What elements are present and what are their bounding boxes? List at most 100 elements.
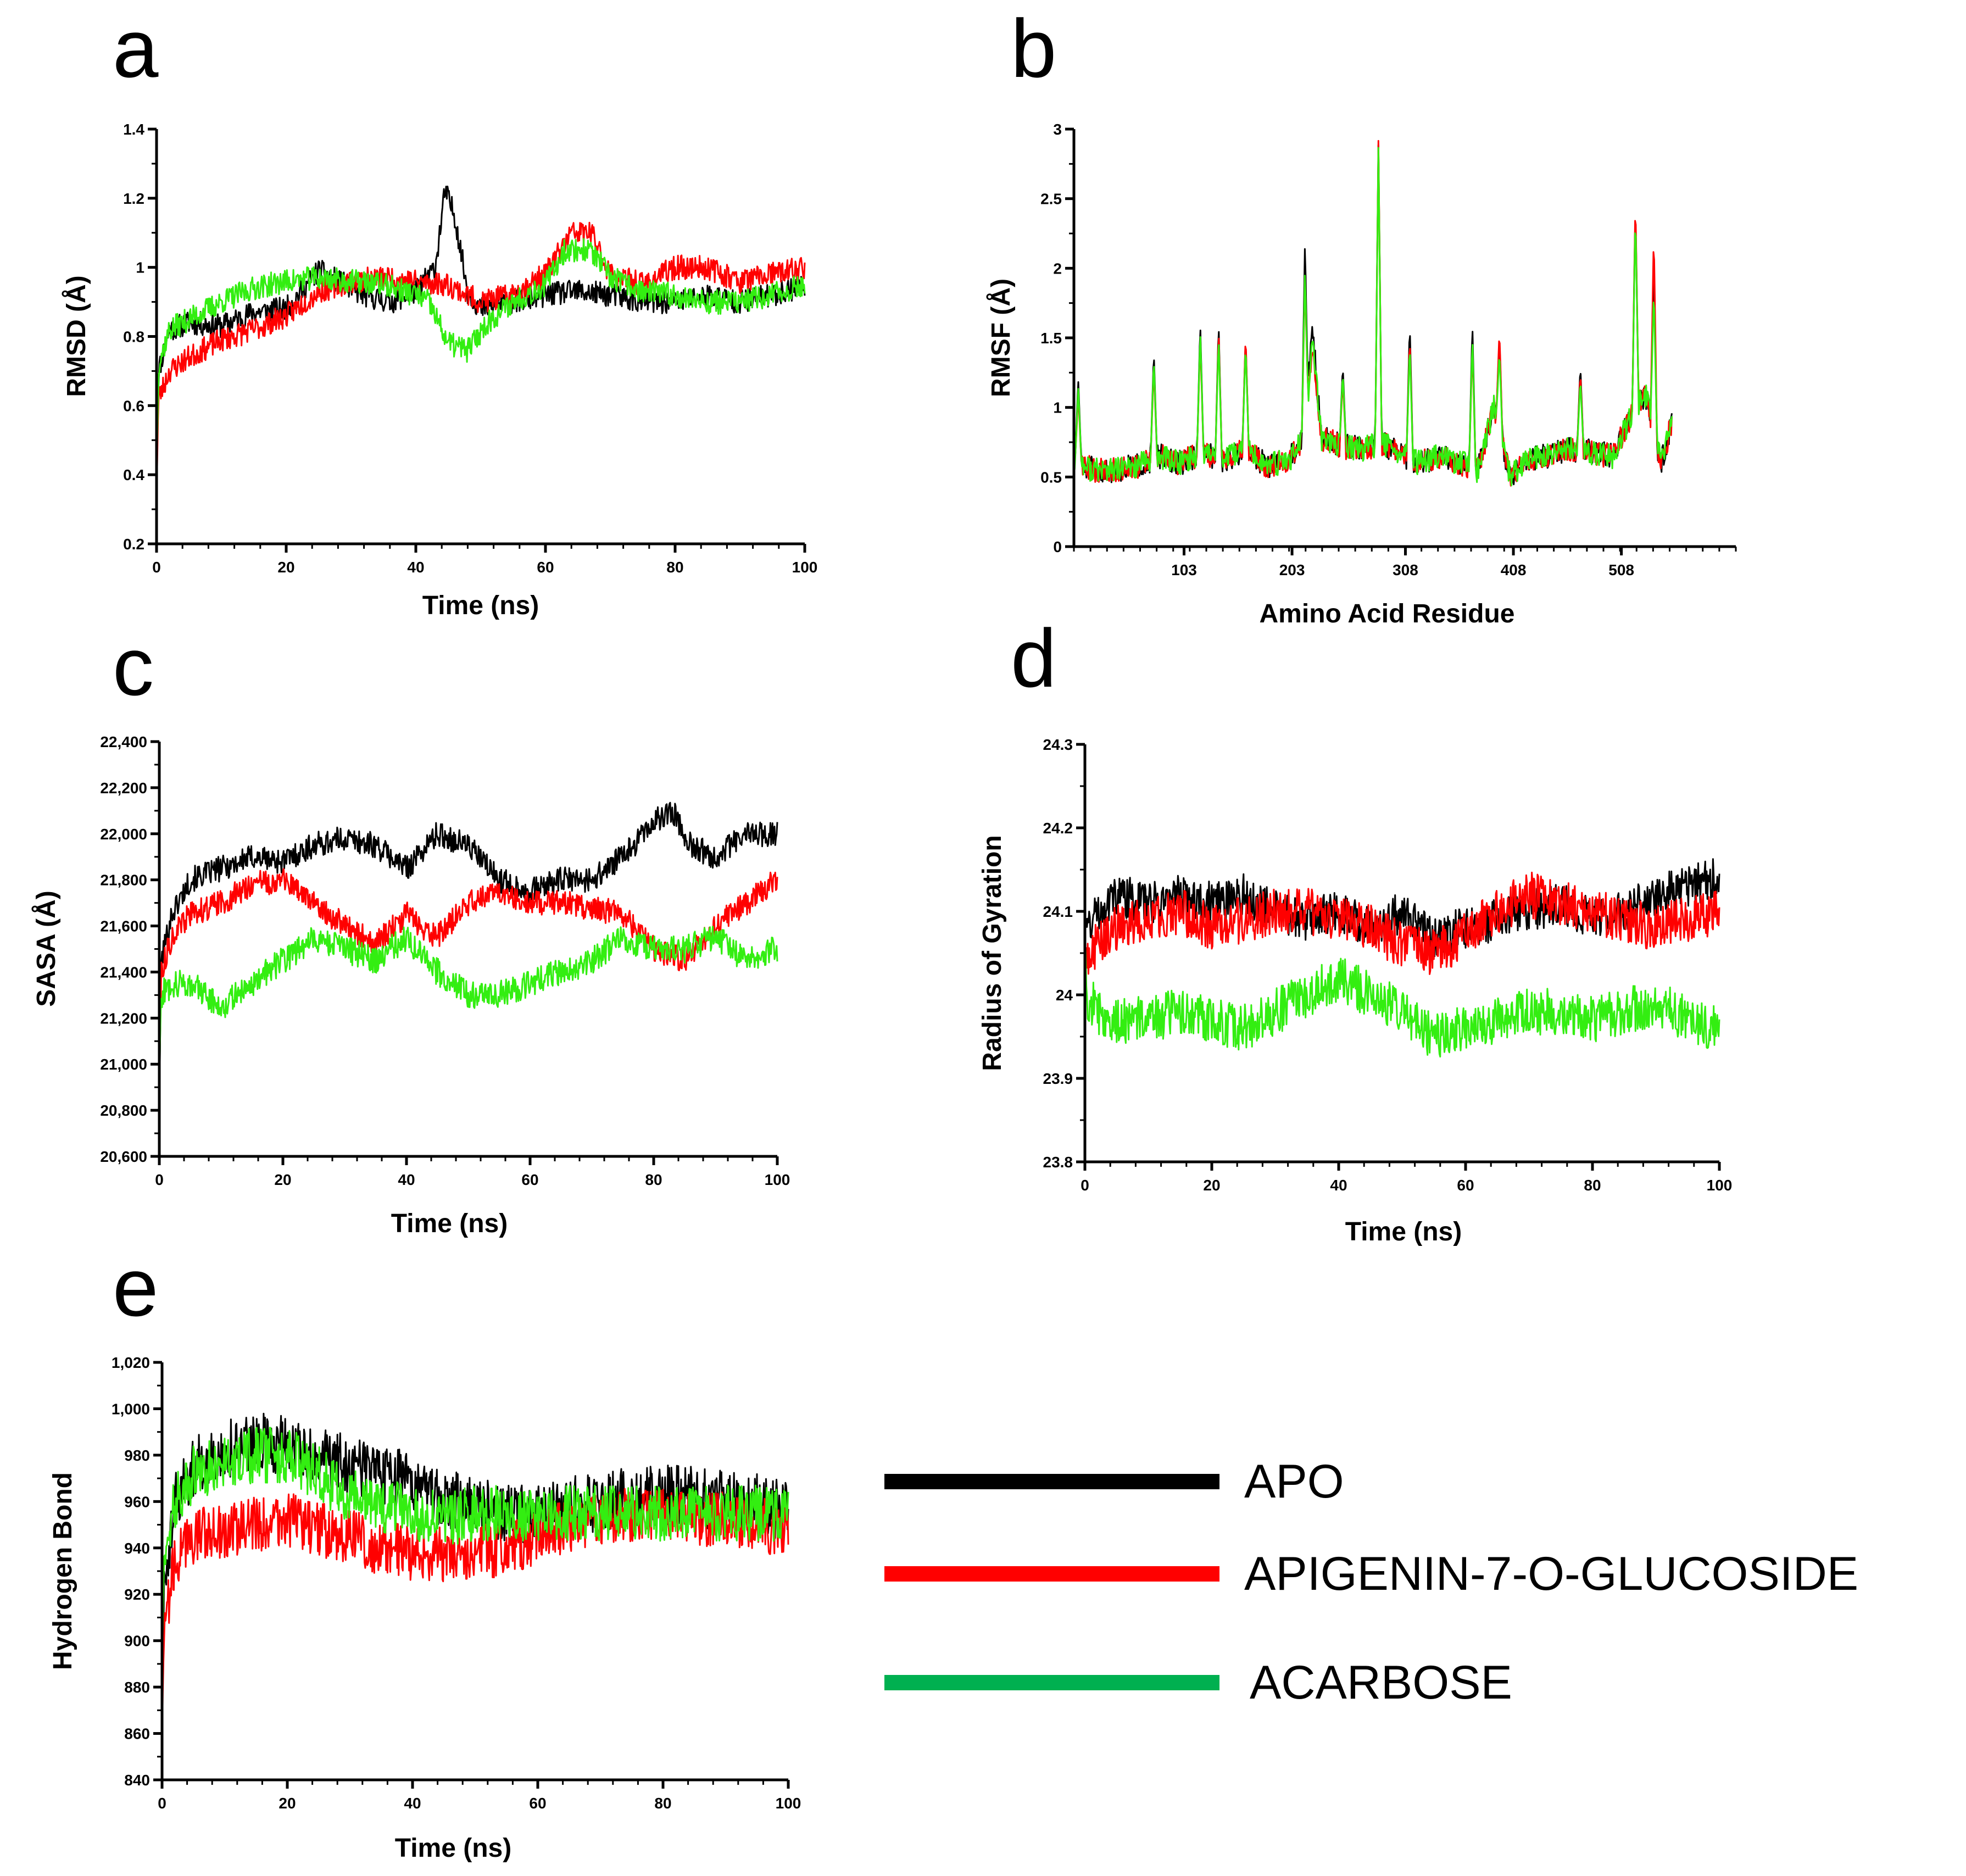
- x-axis-title: Time (ns): [395, 1834, 511, 1863]
- y-tick-label: 21,200: [100, 1010, 147, 1027]
- y-tick-label: 880: [124, 1679, 150, 1696]
- y-tick-label: 21,000: [100, 1056, 147, 1073]
- panel-letter: e: [113, 1241, 158, 1333]
- y-tick-label: 1,000: [112, 1400, 150, 1417]
- x-tick-label: 100: [792, 559, 818, 576]
- series-line-apigenin-7-o-glucoside: [158, 868, 778, 1082]
- y-tick-label: 1.5: [1040, 330, 1062, 347]
- legend-label: ACARBOSE: [1250, 1656, 1512, 1709]
- series-line-acarbose: [161, 1427, 789, 1675]
- y-tick-label: 0.8: [123, 329, 144, 346]
- y-tick-label: 22,400: [100, 733, 147, 750]
- x-tick-label: 40: [404, 1795, 421, 1812]
- panel-letter: d: [1011, 612, 1056, 704]
- plot-area: 0 20 40 60 80 100 20,600 20,800 21,000 21,200 21,4…: [100, 733, 790, 1188]
- x-tick-label: 40: [1330, 1177, 1347, 1194]
- panel-c: c 0 20 40 60 80 100 20,600 20,800 21,000 21,200 21…: [31, 620, 790, 1238]
- plot-area: 0 20 40 60 80 100 23.8 23.9 24 24.1 24.2 24.3: [1043, 736, 1733, 1194]
- x-tick-label: 20: [277, 559, 294, 576]
- x-tick-label: 100: [1707, 1177, 1733, 1194]
- legend-item-apo: APO: [884, 1455, 1344, 1508]
- x-tick-label: 0: [1081, 1177, 1089, 1194]
- x-tick-label: 80: [1584, 1177, 1601, 1194]
- y-tick-label: 3: [1053, 121, 1062, 138]
- panel-letter: c: [113, 620, 154, 712]
- x-tick-label: 80: [645, 1171, 662, 1188]
- y-axis-title: Radius of Gyration: [978, 835, 1007, 1071]
- x-tick-label: 60: [537, 559, 554, 576]
- y-tick-label: 980: [124, 1447, 150, 1464]
- series-group: [155, 185, 806, 495]
- y-axis-title: RMSD (Å): [62, 275, 91, 397]
- x-tick-label: 60: [529, 1795, 546, 1812]
- y-tick-label: 23.8: [1043, 1154, 1073, 1171]
- legend-label: APO: [1244, 1455, 1344, 1508]
- y-tick-label: 21,400: [100, 964, 147, 981]
- panel-letter: a: [113, 2, 159, 94]
- y-tick-label: 960: [124, 1493, 150, 1510]
- y-tick-label: 24.1: [1043, 903, 1073, 920]
- x-tick-label: 20: [274, 1171, 291, 1188]
- plot-area: 103 203 308 408 508 0 0.5 1 1.5 2 2.5 3: [1040, 121, 1737, 578]
- x-tick-label: 0: [155, 1171, 164, 1188]
- legend-item-acarbose: ACARBOSE: [884, 1656, 1512, 1709]
- y-tick-label: 900: [124, 1633, 150, 1650]
- series-line-acarbose: [1073, 147, 1673, 487]
- legend: APO APIGENIN-7-O-GLUCOSIDE ACARBOSE: [884, 1455, 1858, 1709]
- x-axis-title: Time (ns): [422, 591, 539, 620]
- series-group: [161, 1412, 789, 1745]
- series-group: [1084, 858, 1720, 1058]
- series-line-acarbose: [158, 926, 778, 1094]
- x-axis-title: Time (ns): [391, 1209, 508, 1238]
- plot-area: 0 20 40 60 80 100 840 860 880 900 920 940 960 980 1,00…: [112, 1354, 801, 1812]
- panel-a: a 0 20 40 60 80 100 0.2 0.4 0.6 0.8 1 1.2 1.4 Time (…: [62, 2, 817, 620]
- x-tick-label: 203: [1279, 561, 1305, 578]
- y-axis-title: Hydrogen Bond: [48, 1472, 77, 1670]
- series-group: [158, 801, 778, 1105]
- series-group: [1073, 140, 1673, 487]
- y-tick-label: 20,600: [100, 1148, 147, 1165]
- y-tick-label: 0.5: [1040, 469, 1062, 486]
- panel-d: d 0 20 40 60 80 100 23.8 23.9 24 24.1 24.2 24.3 Tim…: [978, 612, 1732, 1246]
- y-tick-label: 20,800: [100, 1102, 147, 1119]
- y-tick-label: 1: [1053, 399, 1062, 416]
- y-tick-label: 22,200: [100, 780, 147, 797]
- y-tick-label: 920: [124, 1586, 150, 1603]
- y-tick-label: 24.3: [1043, 736, 1073, 753]
- x-tick-label: 100: [765, 1171, 790, 1188]
- y-tick-label: 1: [136, 259, 144, 276]
- x-axis-title: Time (ns): [1345, 1217, 1462, 1246]
- x-tick-label: 508: [1608, 561, 1634, 578]
- legend-label: APIGENIN-7-O-GLUCOSIDE: [1244, 1547, 1858, 1600]
- y-tick-label: 24.2: [1043, 820, 1073, 837]
- y-axis-title: RMSF (Å): [986, 279, 1016, 397]
- x-axis-title: Amino Acid Residue: [1260, 599, 1515, 628]
- x-tick-label: 40: [407, 559, 424, 576]
- x-tick-label: 60: [521, 1171, 538, 1188]
- x-tick-label: 80: [666, 559, 683, 576]
- panel-b: b 103 203 308 408 508 0 0.5 1 1.5 2 2.5 3 Amino Aci…: [986, 2, 1737, 628]
- series-line-apigenin-7-o-glucoside: [155, 221, 806, 495]
- legend-item-apigenin: APIGENIN-7-O-GLUCOSIDE: [884, 1547, 1858, 1600]
- y-tick-label: 1,020: [112, 1354, 150, 1371]
- x-tick-label: 60: [1457, 1177, 1474, 1194]
- y-tick-label: 23.9: [1043, 1070, 1073, 1087]
- series-line-acarbose: [155, 238, 806, 488]
- x-tick-label: 80: [654, 1795, 671, 1812]
- x-tick-label: 308: [1393, 561, 1418, 578]
- y-tick-label: 0.6: [123, 397, 144, 414]
- y-tick-label: 0: [1053, 538, 1062, 555]
- x-tick-label: 103: [1171, 561, 1197, 578]
- x-tick-label: 20: [1203, 1177, 1220, 1194]
- y-tick-label: 860: [124, 1725, 150, 1743]
- y-tick-label: 940: [124, 1540, 150, 1557]
- x-tick-label: 0: [152, 559, 161, 576]
- y-tick-label: 2: [1053, 260, 1062, 277]
- y-tick-label: 24: [1056, 987, 1073, 1004]
- panel-e: e 0 20 40 60 80 100 840 860 880 900 920 940 960 980 1,…: [48, 1241, 801, 1863]
- x-tick-label: 0: [158, 1795, 166, 1812]
- series-line-apigenin-7-o-glucoside: [1084, 871, 1720, 1005]
- y-tick-label: 21,800: [100, 872, 147, 889]
- y-axis-title: SASA (Å): [31, 890, 61, 1007]
